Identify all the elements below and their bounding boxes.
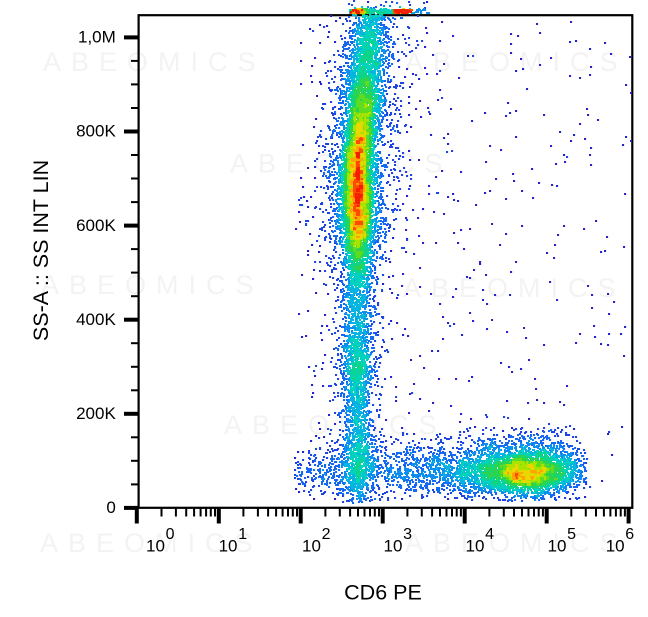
svg-text:10: 10	[548, 537, 567, 556]
svg-text:1,0M: 1,0M	[78, 28, 116, 47]
svg-text:10: 10	[146, 537, 165, 556]
svg-text:ABEOMICS: ABEOMICS	[405, 47, 628, 77]
svg-text:CD6 PE: CD6 PE	[344, 581, 422, 605]
svg-text:ABEOMICS: ABEOMICS	[40, 528, 263, 558]
svg-text:800K: 800K	[76, 122, 116, 141]
svg-text:2: 2	[322, 526, 331, 543]
svg-text:3: 3	[403, 526, 412, 543]
svg-text:10: 10	[219, 537, 238, 556]
svg-text:SS-A :: SS INT LIN: SS-A :: SS INT LIN	[29, 160, 53, 341]
svg-text:10: 10	[302, 537, 321, 556]
svg-text:200K: 200K	[76, 404, 116, 423]
svg-text:ABEOMICS: ABEOMICS	[403, 273, 626, 303]
svg-text:10: 10	[384, 537, 403, 556]
svg-text:10: 10	[606, 537, 625, 556]
svg-text:4: 4	[485, 526, 494, 543]
svg-text:400K: 400K	[76, 310, 116, 329]
svg-text:1: 1	[238, 526, 247, 543]
svg-text:ABEOMICS: ABEOMICS	[43, 47, 266, 77]
svg-text:0: 0	[106, 498, 115, 517]
svg-text:6: 6	[625, 526, 634, 543]
svg-text:ABEOMICS: ABEOMICS	[405, 528, 628, 558]
svg-text:ABEOMICS: ABEOMICS	[41, 270, 264, 300]
svg-text:10: 10	[466, 537, 485, 556]
svg-text:5: 5	[567, 526, 576, 543]
svg-text:0: 0	[166, 526, 175, 543]
svg-text:600K: 600K	[76, 216, 116, 235]
